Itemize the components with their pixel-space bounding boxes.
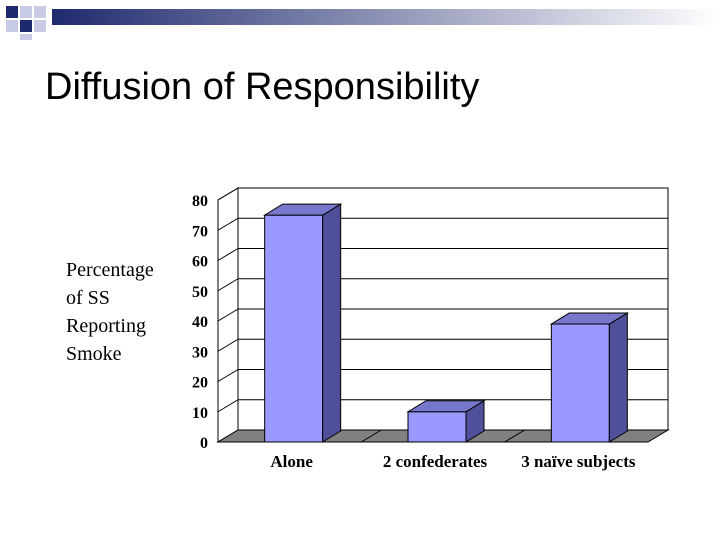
y-tick-label: 30 [192,344,208,361]
x-category-label: 2 confederates [383,452,488,471]
y-tick-label: 50 [192,284,208,301]
gridline-side [217,217,239,231]
bar-side [322,203,342,443]
gridline-side [217,369,239,382]
y-tick-label: 70 [192,223,208,240]
bar-top [406,400,486,413]
gridline-side [217,338,239,352]
bar-side [608,312,628,443]
x-category-label: Alone [270,452,313,471]
gridline-side [217,308,239,322]
category-divider [504,429,525,443]
y-tick-label: 80 [192,193,208,210]
header-square-light [20,6,32,18]
header-square-light [34,6,46,18]
y-tick-label: 40 [192,314,208,331]
y-tick-label: 0 [200,435,208,452]
decorative-header-bar [6,6,720,40]
y-axis-label-line: Percentage [66,259,154,281]
header-square-dark [6,6,18,18]
bar-top [549,312,630,325]
bar-front [550,323,610,443]
header-square-light [20,34,32,40]
y-axis-label-line: Smoke [66,343,122,365]
slide-title: Diffusion of Responsibility [45,66,480,108]
gridline-side [217,399,239,413]
header-square-light [34,20,46,32]
header-gradient-stripe [52,9,720,25]
y-tick-label: 10 [192,405,208,422]
bar-front [407,411,467,443]
bar-top [262,203,343,216]
y-axis-label-line: of SS [66,287,110,309]
x-category-label: 3 naïve subjects [521,452,636,471]
header-square-dark [20,20,32,32]
y-tick-label: 60 [192,254,208,271]
category-divider [361,429,382,443]
gridline-side [217,187,239,201]
y-axis-label-line: Reporting [66,315,146,337]
header-square-light [6,20,18,32]
gridline-side [217,278,239,292]
gridline-side [217,248,239,261]
bar-front [264,214,324,443]
y-axis-label: Percentage of SS Reporting Smoke [66,256,176,368]
y-tick-label: 20 [192,375,208,392]
